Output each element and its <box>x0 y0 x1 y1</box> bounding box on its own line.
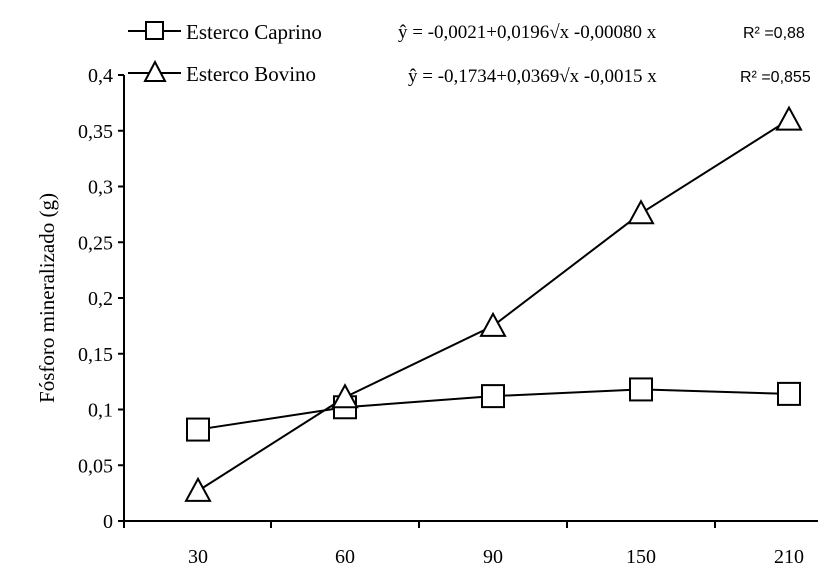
series-line-bovino <box>197 118 790 492</box>
y-tick-label: 0,35 <box>78 121 113 143</box>
y-tick-label: 0 <box>103 511 113 533</box>
y-tick-label: 0,1 <box>88 400 113 422</box>
series-layer <box>184 105 803 502</box>
x-tick-label: 150 <box>626 546 656 568</box>
x-tick-label: 30 <box>188 546 208 568</box>
equation-caprino: ŷ = -0,0021+0,0196√x -0,00080 x <box>398 22 657 43</box>
legend: Esterco Caprino Esterco Bovino <box>128 20 322 86</box>
y-axis-title: Fósforo mineralizado (g) <box>35 193 59 403</box>
x-tick-label: 60 <box>335 546 355 568</box>
data-point-caprino <box>777 381 801 406</box>
equation-bovino: ŷ = -0,1734+0,0369√x -0,0015 x <box>408 66 657 87</box>
data-point-bovino <box>184 476 212 502</box>
legend-square-marker <box>145 21 164 40</box>
y-tick-label: 0,2 <box>88 288 113 310</box>
x-tick-label: 90 <box>483 546 503 568</box>
data-point-bovino <box>627 199 655 225</box>
series-caprino <box>186 377 801 442</box>
equations: ŷ = -0,0021+0,0196√x -0,00080 x R² =0,88… <box>398 22 811 87</box>
data-point-bovino <box>331 383 359 409</box>
y-tick-label: 0,3 <box>88 177 113 199</box>
legend-item-caprino: Esterco Caprino <box>128 20 322 44</box>
data-point-caprino <box>629 377 653 402</box>
series-bovino <box>184 105 803 502</box>
r2-bovino: R² =0,855 <box>740 69 811 86</box>
y-tick-label: 0,4 <box>88 65 113 87</box>
y-tick-label: 0,25 <box>78 232 113 254</box>
y-tick-label: 0,05 <box>78 455 113 477</box>
data-point-bovino <box>479 311 507 337</box>
y-ticks: 0 0,05 0,1 0,15 0,2 0,25 0,3 0,35 0,4 <box>78 65 124 533</box>
data-point-caprino <box>481 384 505 409</box>
legend-item-bovino: Esterco Bovino <box>128 59 316 86</box>
x-tick-label: 210 <box>774 546 804 568</box>
x-ticks: 30 60 90 150 210 <box>123 521 804 568</box>
legend-label-caprino: Esterco Caprino <box>186 20 322 44</box>
r2-caprino: R² =0,88 <box>743 25 805 42</box>
legend-label-bovino: Esterco Bovino <box>186 62 316 86</box>
y-tick-label: 0,15 <box>78 344 113 366</box>
data-point-bovino <box>775 105 803 131</box>
data-point-caprino <box>186 417 210 442</box>
legend-triangle-marker <box>143 59 167 82</box>
